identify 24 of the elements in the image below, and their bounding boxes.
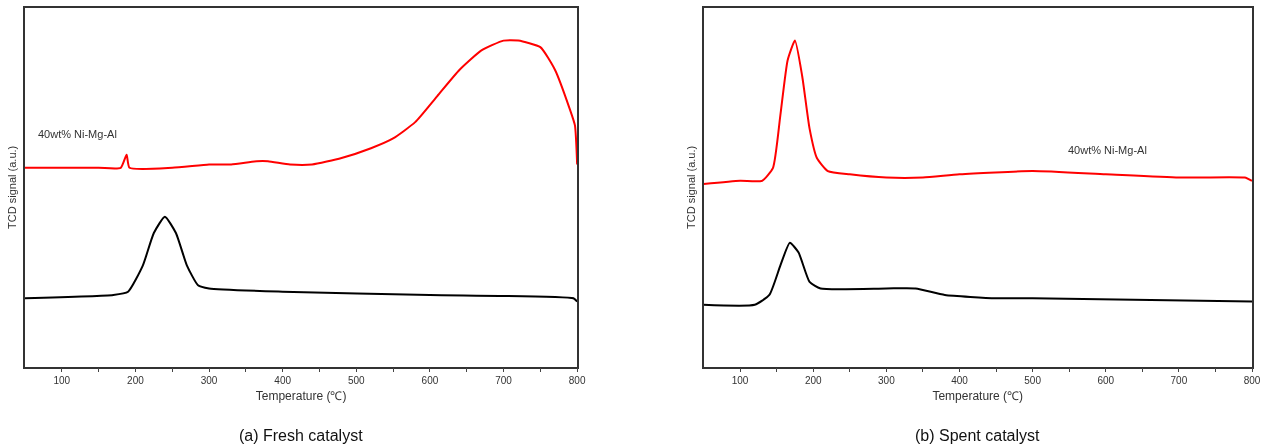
x-tick-label: 500 — [1024, 375, 1042, 387]
y-axis-title: TCD signal (a.u.) — [6, 145, 19, 229]
x-axis-title: Temperature (℃) — [932, 388, 1024, 403]
x-tick-label: 500 — [347, 375, 366, 387]
x-tick-label: 700 — [1170, 375, 1188, 387]
y-axis-title: TCD signal (a.u.) — [684, 145, 697, 229]
x-tick-label: 600 — [421, 375, 439, 387]
x-tick-label: 800 — [1243, 375, 1261, 387]
x-tick-label: 400 — [951, 375, 969, 387]
x-tick-label: 800 — [568, 375, 586, 387]
x-tick-label: 400 — [274, 375, 292, 387]
text: (b) Spent catalyst — [915, 427, 1041, 444]
x-tick-label: 200 — [804, 375, 822, 387]
text: (a) Fresh catalyst — [239, 427, 364, 444]
series-label: 40wt% Ni-Mg-Al — [1068, 144, 1147, 156]
x-axis-title: Temperature (℃) — [255, 388, 347, 403]
x-tick-label: 700 — [495, 375, 513, 387]
x-tick-label: 200 — [127, 375, 145, 387]
x-tick-label: 100 — [731, 375, 749, 387]
x-tick-label: 300 — [200, 375, 218, 387]
series-label: 40wt% Ni-Mg-Al — [38, 128, 117, 140]
x-tick-label: 600 — [1097, 375, 1115, 387]
x-tick-label: 300 — [878, 375, 896, 387]
x-tick-label: 100 — [53, 375, 71, 387]
